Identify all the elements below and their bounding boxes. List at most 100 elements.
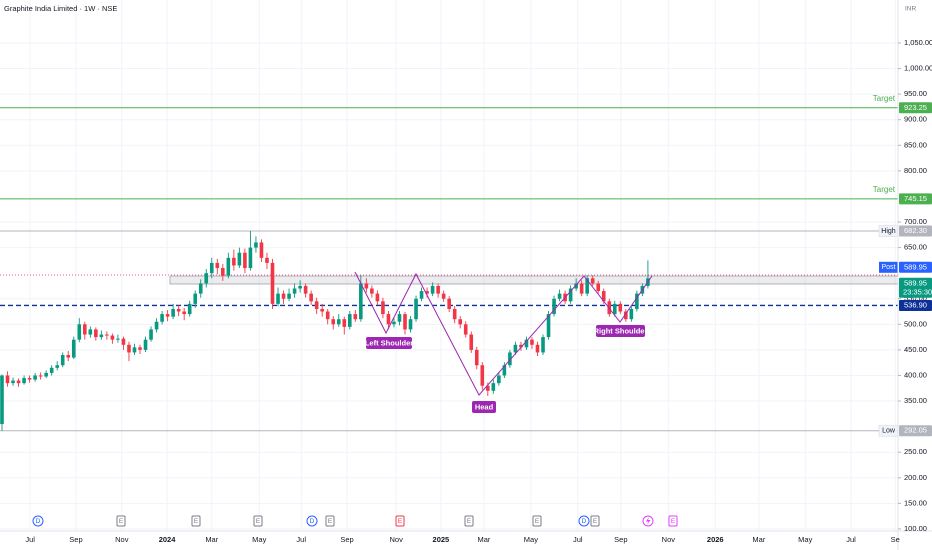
x-tick-label: Sep <box>614 535 627 544</box>
x-tick-label: Jul <box>573 535 583 544</box>
price-tag-label: 589.95 <box>904 262 927 271</box>
candle-body <box>635 293 639 309</box>
price-tag-label: 682.30 <box>904 226 927 235</box>
candle-body <box>143 339 148 350</box>
axes: 100.00 150.00 200.00 250.00 350.00 400.00 450.… <box>25 38 932 544</box>
event-label: E <box>535 518 540 525</box>
candle-body <box>82 324 87 335</box>
candle-body <box>618 303 623 312</box>
y-tick-label: 900.00 <box>904 115 927 124</box>
event-marker <box>464 515 474 527</box>
countdown: 23:35:30 <box>903 287 932 296</box>
event-label: E <box>328 518 333 525</box>
candle-body <box>232 257 236 266</box>
y-tick-label: 400.00 <box>904 370 927 379</box>
head-shoulders-pattern <box>354 271 653 396</box>
price-tag <box>899 193 932 205</box>
x-tick-label: May <box>252 535 266 544</box>
candle-body <box>221 268 225 276</box>
candle-body <box>552 298 556 315</box>
candle-body <box>381 301 385 315</box>
candle-body <box>303 285 308 294</box>
y-axis-label: INR <box>905 6 917 13</box>
candle-body <box>0 375 4 425</box>
price-tag-label: 292.05 <box>904 426 927 435</box>
candle-body <box>436 285 440 294</box>
x-tick-label: Nov <box>115 535 129 544</box>
candle-body <box>325 311 330 320</box>
candle-body <box>541 337 545 353</box>
candle-body <box>530 339 534 345</box>
candle-body <box>386 314 391 325</box>
event-marker <box>325 515 335 527</box>
candle-body <box>408 319 413 330</box>
candle-body <box>71 339 76 358</box>
candle-body <box>287 293 291 299</box>
candle-body <box>165 314 170 317</box>
candle-body <box>452 308 457 320</box>
candle-body <box>364 283 369 289</box>
pattern-label: Right Shoulder <box>594 326 648 335</box>
candle-body <box>116 338 120 340</box>
candle-body <box>546 314 551 338</box>
candle-body <box>22 378 26 384</box>
event-label: E <box>194 518 199 525</box>
candle-body <box>347 314 352 327</box>
candle-body <box>359 283 363 320</box>
price-tag <box>899 299 932 311</box>
y-tick-label: 250.00 <box>904 447 927 456</box>
x-tick-label: Nov <box>662 535 676 544</box>
price-tag <box>899 102 932 114</box>
candle-body <box>77 324 82 340</box>
pattern-tag <box>596 325 645 337</box>
candle-body <box>38 375 43 377</box>
candle-body <box>44 372 48 377</box>
x-tick-label: Jul <box>25 535 35 544</box>
candle-body <box>568 288 573 302</box>
level-name: Post <box>881 264 895 271</box>
candle-body <box>579 283 584 294</box>
candle-body <box>331 319 336 325</box>
candle-body <box>557 293 562 299</box>
y-tick-label: 200.00 <box>904 473 927 482</box>
event-marker <box>532 515 542 527</box>
candle-body <box>590 278 595 284</box>
candle-body <box>243 252 247 269</box>
price-tag-label: 589.95 <box>904 278 927 287</box>
price-tag <box>899 261 932 273</box>
candle-body <box>105 334 109 336</box>
candle-body <box>88 329 93 335</box>
price-tag <box>899 225 932 237</box>
pattern-tag <box>472 401 496 413</box>
candle-body <box>55 365 59 368</box>
candle-body <box>182 311 186 315</box>
candle-body <box>298 285 302 289</box>
candle-body <box>458 319 463 325</box>
event-marker <box>590 515 600 527</box>
event-label: E <box>119 518 124 525</box>
candle-body <box>281 293 286 299</box>
candle-body <box>132 347 137 353</box>
candle-body <box>215 262 220 269</box>
candle-body <box>187 303 192 315</box>
price-tag-label: 745.15 <box>904 194 927 203</box>
event-icon <box>646 517 651 525</box>
event-label: E <box>593 518 598 525</box>
x-tick-label: Jul <box>846 535 856 544</box>
candle-body <box>138 347 142 350</box>
candle-body <box>419 291 424 299</box>
level-name: Low <box>882 428 896 435</box>
event-marker <box>395 515 405 527</box>
x-tick-label: Mar <box>205 535 218 544</box>
candle-body <box>612 303 617 315</box>
candle-body <box>99 334 104 338</box>
candle-body <box>254 242 258 248</box>
y-tick-label: 800.00 <box>904 166 927 175</box>
candle-body <box>265 257 269 263</box>
y-tick-label: 450.00 <box>904 345 927 354</box>
candle-body <box>11 380 15 384</box>
candle-body <box>342 319 347 327</box>
candle-body <box>519 344 523 348</box>
candle-body <box>447 298 451 309</box>
